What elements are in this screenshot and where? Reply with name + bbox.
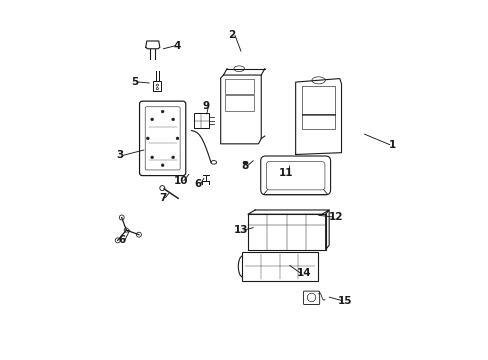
Circle shape [171,156,174,159]
Text: 2: 2 [228,30,235,40]
Text: 8: 8 [241,161,247,171]
Bar [193,113,209,129]
Text: 3: 3 [117,150,123,160]
Bar [302,114,334,129]
Text: 6: 6 [118,235,125,245]
Text: 6: 6 [194,179,201,189]
Circle shape [161,110,164,113]
Text: 13: 13 [233,225,248,235]
Bar [224,95,253,111]
Bar [224,79,253,94]
Text: 7: 7 [159,193,166,203]
Text: 4: 4 [173,41,181,51]
Text: 14: 14 [296,269,310,279]
Text: 15: 15 [337,296,351,306]
Text: 1: 1 [388,140,395,150]
Circle shape [150,118,153,121]
Text: 5: 5 [130,77,138,87]
Text: 11: 11 [278,168,293,178]
Text: 10: 10 [173,176,188,186]
Text: 12: 12 [328,212,343,222]
Circle shape [150,156,153,159]
Bar [302,86,334,115]
Circle shape [171,118,174,121]
Bar [153,81,161,91]
Circle shape [146,137,149,140]
Text: 9: 9 [202,101,209,111]
Circle shape [161,164,164,167]
Circle shape [176,137,179,140]
